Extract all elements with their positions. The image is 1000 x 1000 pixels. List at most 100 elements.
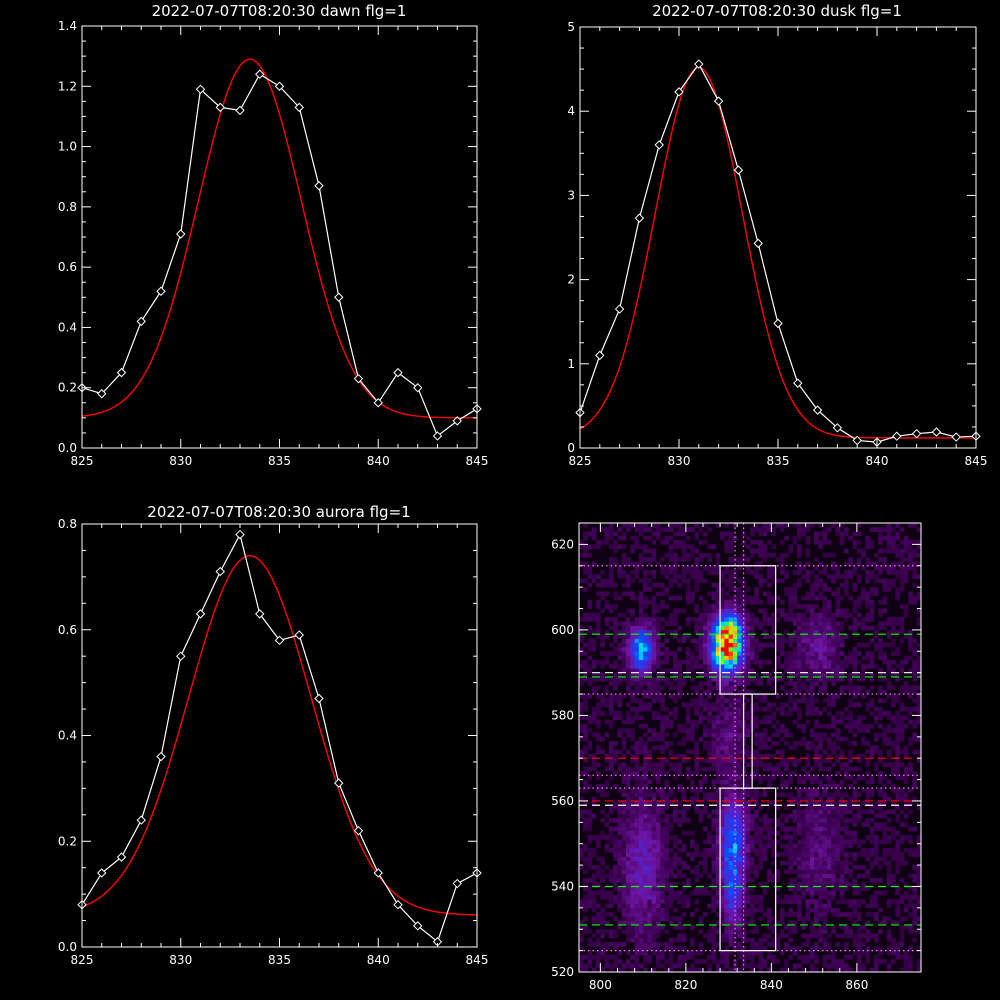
image-pixel: [886, 903, 892, 909]
image-pixel: [831, 779, 836, 785]
image-pixel: [643, 617, 648, 622]
image-pixel: [660, 882, 665, 887]
image-pixel: [579, 706, 584, 712]
image-pixel: [604, 591, 610, 596]
aurora-xtick-label: 825: [71, 953, 94, 967]
image-pixel: [673, 860, 678, 866]
image-pixel: [861, 950, 866, 956]
image-pixel: [839, 912, 845, 917]
image-pixel: [681, 805, 687, 810]
image-pixel: [651, 882, 657, 887]
image-pixel: [647, 570, 652, 575]
image-pixel: [732, 830, 738, 836]
image-pixel: [579, 702, 584, 708]
image-pixel: [724, 668, 729, 673]
image-pixel: [745, 865, 751, 870]
image-pixel: [715, 882, 721, 887]
image-pixel: [677, 694, 682, 699]
image-pixel: [835, 604, 841, 609]
image-pixel: [771, 954, 776, 960]
image-pixel: [677, 890, 682, 896]
image-pixel: [724, 907, 729, 913]
image-pixel: [844, 882, 849, 887]
image-pixel: [886, 967, 892, 973]
image-pixel: [741, 933, 747, 939]
image-pixel: [861, 621, 866, 626]
aurora-data-point: [334, 778, 344, 788]
image-pixel: [912, 912, 918, 917]
image-pixel: [604, 617, 610, 622]
image-pixel: [908, 647, 913, 652]
image-pixel: [737, 625, 742, 631]
dawn-spectrum-panel: 2022-07-07T08:20:30 dawn flg=1 825 830 835…: [58, 2, 489, 468]
image-pixel: [707, 937, 712, 943]
image-pixel: [715, 967, 721, 973]
image-pixel: [835, 753, 841, 759]
image-pixel: [630, 818, 635, 823]
image-pixel: [583, 924, 588, 930]
image-pixel: [660, 800, 665, 806]
image-pixel: [715, 865, 721, 870]
image-pixel: [720, 659, 725, 665]
image-pixel: [848, 835, 853, 840]
image-pixel: [886, 899, 892, 904]
image-pixel: [762, 745, 768, 750]
image-pixel: [728, 783, 734, 789]
image-pixel: [587, 903, 593, 909]
image-pixel: [711, 852, 717, 857]
image-pixel: [630, 890, 635, 896]
image-pixel: [720, 865, 725, 870]
image-pixel: [852, 800, 858, 806]
image-pixel: [865, 929, 870, 934]
image-pixel: [912, 920, 918, 926]
image-pixel: [621, 912, 627, 917]
image-pixel: [591, 882, 597, 887]
image-pixel: [638, 882, 644, 887]
image-pixel: [608, 830, 614, 836]
image-pixel: [664, 903, 670, 909]
image-pixel: [715, 920, 721, 926]
image-pixel: [784, 835, 789, 840]
image-pixel: [891, 766, 896, 772]
image-pixel: [702, 647, 708, 652]
image-pixel: [715, 912, 721, 917]
image-pixel: [596, 775, 601, 780]
image-pixel: [694, 805, 699, 810]
image-pixel: [673, 818, 678, 823]
image-pixel: [861, 788, 866, 793]
image-pixel: [720, 788, 725, 793]
image-pixel: [750, 796, 755, 802]
image-pixel: [634, 745, 640, 750]
image-pixel: [724, 604, 729, 609]
image-pixel: [865, 873, 870, 879]
image-pixel: [694, 685, 699, 691]
image-pixel: [873, 839, 879, 845]
image-pixel: [737, 647, 742, 652]
image-pixel: [626, 719, 631, 725]
image-pixel: [707, 890, 712, 896]
image-pixel: [899, 719, 905, 725]
image-pixel: [844, 963, 849, 969]
image-pixel: [869, 753, 875, 759]
image-pixel: [886, 668, 892, 673]
image-pixel: [728, 826, 734, 832]
image-pixel: [732, 877, 738, 883]
image-pixel: [638, 783, 644, 789]
image-pixel: [651, 950, 657, 956]
image-pixel: [805, 860, 811, 866]
image-pixel: [634, 967, 640, 973]
image-pixel: [711, 715, 717, 721]
image-pixel: [856, 702, 862, 708]
image-pixel: [655, 591, 661, 596]
image-pixel: [737, 651, 742, 656]
image-pixel: [660, 617, 665, 622]
image-pixel: [715, 698, 721, 703]
image-pixel: [737, 634, 742, 639]
image-pixel: [698, 736, 704, 742]
image-pixel: [822, 766, 828, 772]
image-pixel: [732, 749, 738, 755]
image-pixel: [839, 783, 845, 789]
dusk-ytick-label: 1: [567, 357, 575, 371]
image-pixel: [698, 967, 704, 973]
image-pixel: [903, 771, 909, 776]
